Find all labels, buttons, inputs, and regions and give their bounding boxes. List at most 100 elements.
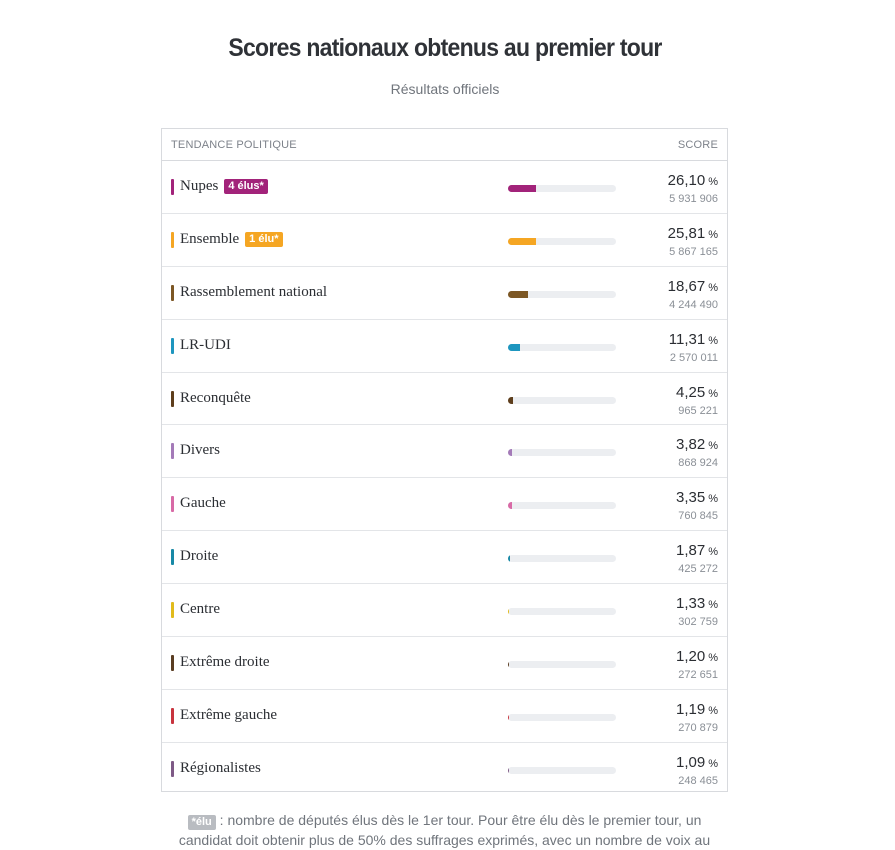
party-color-swatch	[171, 390, 174, 407]
percent-sign: %	[708, 493, 718, 506]
party-name: Régionalistes	[180, 760, 261, 777]
score-bar-track	[508, 237, 616, 245]
party-color-swatch	[171, 443, 174, 460]
score-value: 3,35%	[676, 489, 718, 506]
party-color-swatch	[171, 602, 174, 619]
party-name-label: Reconquête	[180, 389, 251, 406]
score-bar-track	[508, 766, 616, 774]
party-name: Nupes 4 élus*	[180, 178, 268, 195]
party-name: Droite	[180, 548, 218, 565]
table-body: Nupes 4 élus* 26,10% 5 931 906 Ensemble 1 élu…	[162, 161, 727, 796]
vote-count: 868 924	[678, 457, 718, 470]
page-subtitle: Résultats officiels	[390, 81, 500, 97]
percent-sign: %	[708, 176, 718, 188]
score-number: 1,20	[676, 648, 706, 666]
score-bar-track	[508, 608, 616, 616]
party-name: LR-UDI	[180, 337, 231, 354]
party-name: Extrême droite	[180, 654, 270, 671]
score-value: 1,33%	[676, 595, 718, 612]
party-name-label: Extrême droite	[180, 654, 270, 671]
elected-badge: 1 élu*	[245, 231, 283, 247]
party-color-swatch	[171, 284, 174, 301]
party-name: Ensemble 1 élu*	[180, 231, 283, 248]
party-name: Gauche	[180, 495, 226, 512]
score-value: 3,82%	[676, 436, 718, 453]
table-row: LR-UDI 11,31% 2 570 011	[162, 320, 727, 373]
header-score: SCORE	[677, 138, 718, 151]
party-name-label: Régionalistes	[180, 759, 261, 776]
table-row: Rassemblement national 18,67% 4 244 490	[162, 267, 727, 320]
party-name-label: Ensemble	[180, 230, 240, 247]
score-number: 18,67	[667, 277, 706, 295]
score-value: 1,20%	[676, 648, 718, 665]
party-color-swatch	[171, 655, 174, 672]
table-row: Extrême gauche 1,19% 270 879	[162, 690, 727, 743]
party-name-label: Gauche	[180, 495, 226, 512]
table-row: Droite 1,87% 425 272	[162, 531, 727, 585]
footnote-line1: : nombre de députés élus dès le 1er tour…	[215, 812, 702, 828]
vote-count: 5 931 906	[669, 193, 718, 205]
vote-count: 248 465	[678, 774, 718, 787]
score-value: 25,81%	[668, 225, 718, 242]
score-number: 26,10	[667, 172, 706, 189]
score-bar	[508, 661, 510, 669]
table-row: Régionalistes 1,09% 248 465	[162, 743, 727, 796]
table-row: Ensemble 1 élu* 25,81% 5 867 165	[162, 214, 727, 267]
score-number: 3,35	[676, 489, 706, 507]
vote-count: 425 272	[678, 563, 718, 576]
table-row: Nupes 4 élus* 26,10% 5 931 906	[162, 161, 727, 214]
score-value: 1,09%	[676, 754, 718, 771]
score-value: 1,87%	[676, 542, 718, 559]
table-row: Reconquête 4,25% 965 221	[162, 373, 727, 426]
elected-badge: 4 élus*	[224, 179, 268, 194]
score-bar-track	[508, 396, 616, 404]
score-number: 25,81	[667, 224, 706, 242]
score-bar-track	[508, 449, 616, 457]
score-bar	[508, 396, 513, 404]
score-bar-track	[508, 555, 616, 563]
party-name: Divers	[180, 442, 220, 459]
table-row: Gauche 3,35% 760 845	[162, 478, 727, 532]
score-bar	[508, 290, 529, 298]
score-bar	[508, 766, 510, 774]
vote-count: 965 221	[678, 404, 718, 417]
party-name-label: Extrême gauche	[180, 706, 278, 723]
percent-sign: %	[708, 387, 718, 400]
score-bar	[508, 185, 537, 192]
score-number: 1,87	[676, 542, 706, 560]
score-number: 1,33	[676, 595, 706, 613]
table-header: TENDANCE POLITIQUE SCORE	[162, 129, 727, 161]
vote-count: 5 867 165	[669, 245, 718, 258]
percent-sign: %	[708, 228, 718, 241]
score-number: 4,25	[676, 383, 706, 401]
percent-sign: %	[708, 599, 718, 612]
table-row: Divers 3,82% 868 924	[162, 425, 727, 479]
party-name: Centre	[180, 601, 220, 618]
score-bar-track	[508, 185, 616, 192]
score-number: 1,19	[676, 700, 706, 718]
percent-sign: %	[708, 652, 718, 665]
party-name: Rassemblement national	[180, 284, 327, 301]
vote-count: 4 244 490	[669, 298, 718, 311]
vote-count: 2 570 011	[669, 351, 718, 364]
score-bar	[508, 502, 512, 510]
table-row: Extrême droite 1,20% 272 651	[162, 637, 727, 690]
header-tendance: TENDANCE POLITIQUE	[171, 138, 297, 151]
percent-sign: %	[708, 281, 718, 294]
score-value: 11,31%	[669, 331, 718, 348]
score-bar	[508, 713, 510, 721]
party-name: Reconquête	[180, 390, 251, 407]
party-name-label: Rassemblement national	[180, 283, 328, 300]
vote-count: 302 759	[678, 616, 718, 629]
score-bar	[508, 449, 513, 457]
party-color-swatch	[171, 549, 174, 566]
footnote-line2: candidat doit obtenir plus de 50% des su…	[178, 832, 711, 848]
score-bar-track	[508, 343, 616, 351]
vote-count: 270 879	[678, 721, 718, 734]
party-name-label: Centre	[180, 601, 220, 618]
score-number: 1,09	[676, 753, 706, 771]
score-bar	[508, 555, 511, 563]
footnote: *élu : nombre de députés élus dès le 1er…	[161, 810, 728, 850]
vote-count: 272 651	[678, 669, 718, 682]
score-value: 18,67%	[668, 278, 718, 295]
